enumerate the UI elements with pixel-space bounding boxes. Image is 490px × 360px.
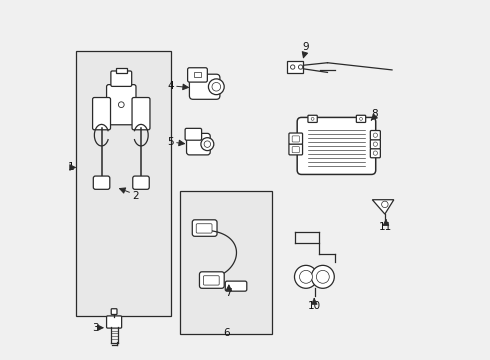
Text: 1: 1 xyxy=(68,162,74,172)
FancyBboxPatch shape xyxy=(107,85,136,125)
FancyBboxPatch shape xyxy=(370,131,380,140)
FancyBboxPatch shape xyxy=(190,74,220,99)
Circle shape xyxy=(294,265,318,288)
Circle shape xyxy=(373,151,377,155)
FancyBboxPatch shape xyxy=(308,115,317,122)
FancyBboxPatch shape xyxy=(196,224,212,233)
FancyBboxPatch shape xyxy=(107,316,122,328)
FancyBboxPatch shape xyxy=(292,136,299,142)
FancyBboxPatch shape xyxy=(187,134,210,155)
Text: 7: 7 xyxy=(225,288,232,298)
Circle shape xyxy=(382,201,388,208)
Circle shape xyxy=(119,102,124,108)
Circle shape xyxy=(298,65,303,69)
FancyBboxPatch shape xyxy=(356,115,366,122)
Circle shape xyxy=(208,79,224,95)
Text: 6: 6 xyxy=(223,328,230,338)
Circle shape xyxy=(373,133,377,137)
FancyBboxPatch shape xyxy=(225,281,247,291)
Polygon shape xyxy=(372,200,394,214)
Circle shape xyxy=(299,270,313,283)
Bar xyxy=(287,61,303,73)
FancyBboxPatch shape xyxy=(199,272,224,288)
Circle shape xyxy=(317,270,329,283)
FancyBboxPatch shape xyxy=(93,98,111,130)
Bar xyxy=(116,68,126,73)
Text: 10: 10 xyxy=(308,301,321,311)
Bar xyxy=(194,72,200,77)
FancyBboxPatch shape xyxy=(93,176,110,189)
FancyBboxPatch shape xyxy=(192,220,217,236)
FancyBboxPatch shape xyxy=(111,71,132,86)
FancyBboxPatch shape xyxy=(289,133,302,144)
FancyBboxPatch shape xyxy=(370,139,380,149)
Circle shape xyxy=(311,117,314,120)
Circle shape xyxy=(204,141,211,147)
FancyBboxPatch shape xyxy=(370,148,380,158)
Circle shape xyxy=(311,265,334,288)
FancyBboxPatch shape xyxy=(292,147,299,153)
Circle shape xyxy=(212,82,220,91)
FancyBboxPatch shape xyxy=(297,117,376,175)
Circle shape xyxy=(291,65,295,69)
Bar xyxy=(76,51,172,316)
FancyBboxPatch shape xyxy=(289,144,302,155)
Circle shape xyxy=(201,138,214,150)
FancyBboxPatch shape xyxy=(133,176,149,189)
Text: 9: 9 xyxy=(302,42,309,52)
FancyBboxPatch shape xyxy=(132,98,150,130)
FancyBboxPatch shape xyxy=(111,309,117,315)
Text: 3: 3 xyxy=(92,323,99,333)
FancyBboxPatch shape xyxy=(188,68,207,82)
FancyBboxPatch shape xyxy=(185,129,201,140)
Circle shape xyxy=(373,142,377,146)
Circle shape xyxy=(360,117,363,120)
Text: 11: 11 xyxy=(379,222,392,231)
Text: 4: 4 xyxy=(167,81,174,91)
Text: 8: 8 xyxy=(371,109,378,119)
Text: 5: 5 xyxy=(167,138,174,147)
Text: 2: 2 xyxy=(132,191,139,201)
FancyBboxPatch shape xyxy=(203,276,219,285)
Bar xyxy=(180,191,272,334)
